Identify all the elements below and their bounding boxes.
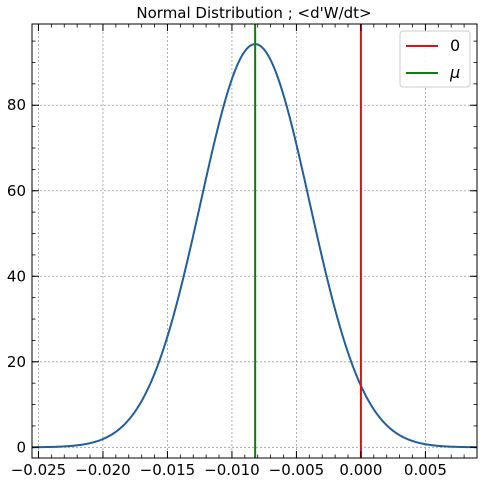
y-tick-label: 40 [7, 267, 26, 285]
x-tick-label: −0.015 [140, 461, 196, 479]
plot-area [32, 24, 477, 458]
x-tick-label: −0.005 [269, 461, 325, 479]
x-tick-label: 0.000 [339, 461, 382, 479]
y-tick-label: 0 [16, 438, 26, 456]
legend: 0μ [399, 30, 471, 88]
legend-label: 0 [450, 36, 460, 55]
x-tick-label: −0.025 [11, 461, 67, 479]
y-tick-label: 60 [7, 182, 26, 200]
axis-ticks: −0.025 −0.020 −0.015 −0.010 −0.005 0.000 0.005… [7, 24, 477, 479]
y-tick-label: 20 [7, 353, 26, 371]
x-tick-label: −0.020 [75, 461, 131, 479]
y-tick-label: 80 [7, 96, 26, 114]
x-tick-label: 0.005 [404, 461, 447, 479]
chart-title: Normal Distribution ; <d'W/dt> [136, 4, 371, 22]
x-tick-label: −0.010 [204, 461, 260, 479]
legend-label: μ [449, 63, 460, 82]
plot-frame [31, 23, 478, 459]
